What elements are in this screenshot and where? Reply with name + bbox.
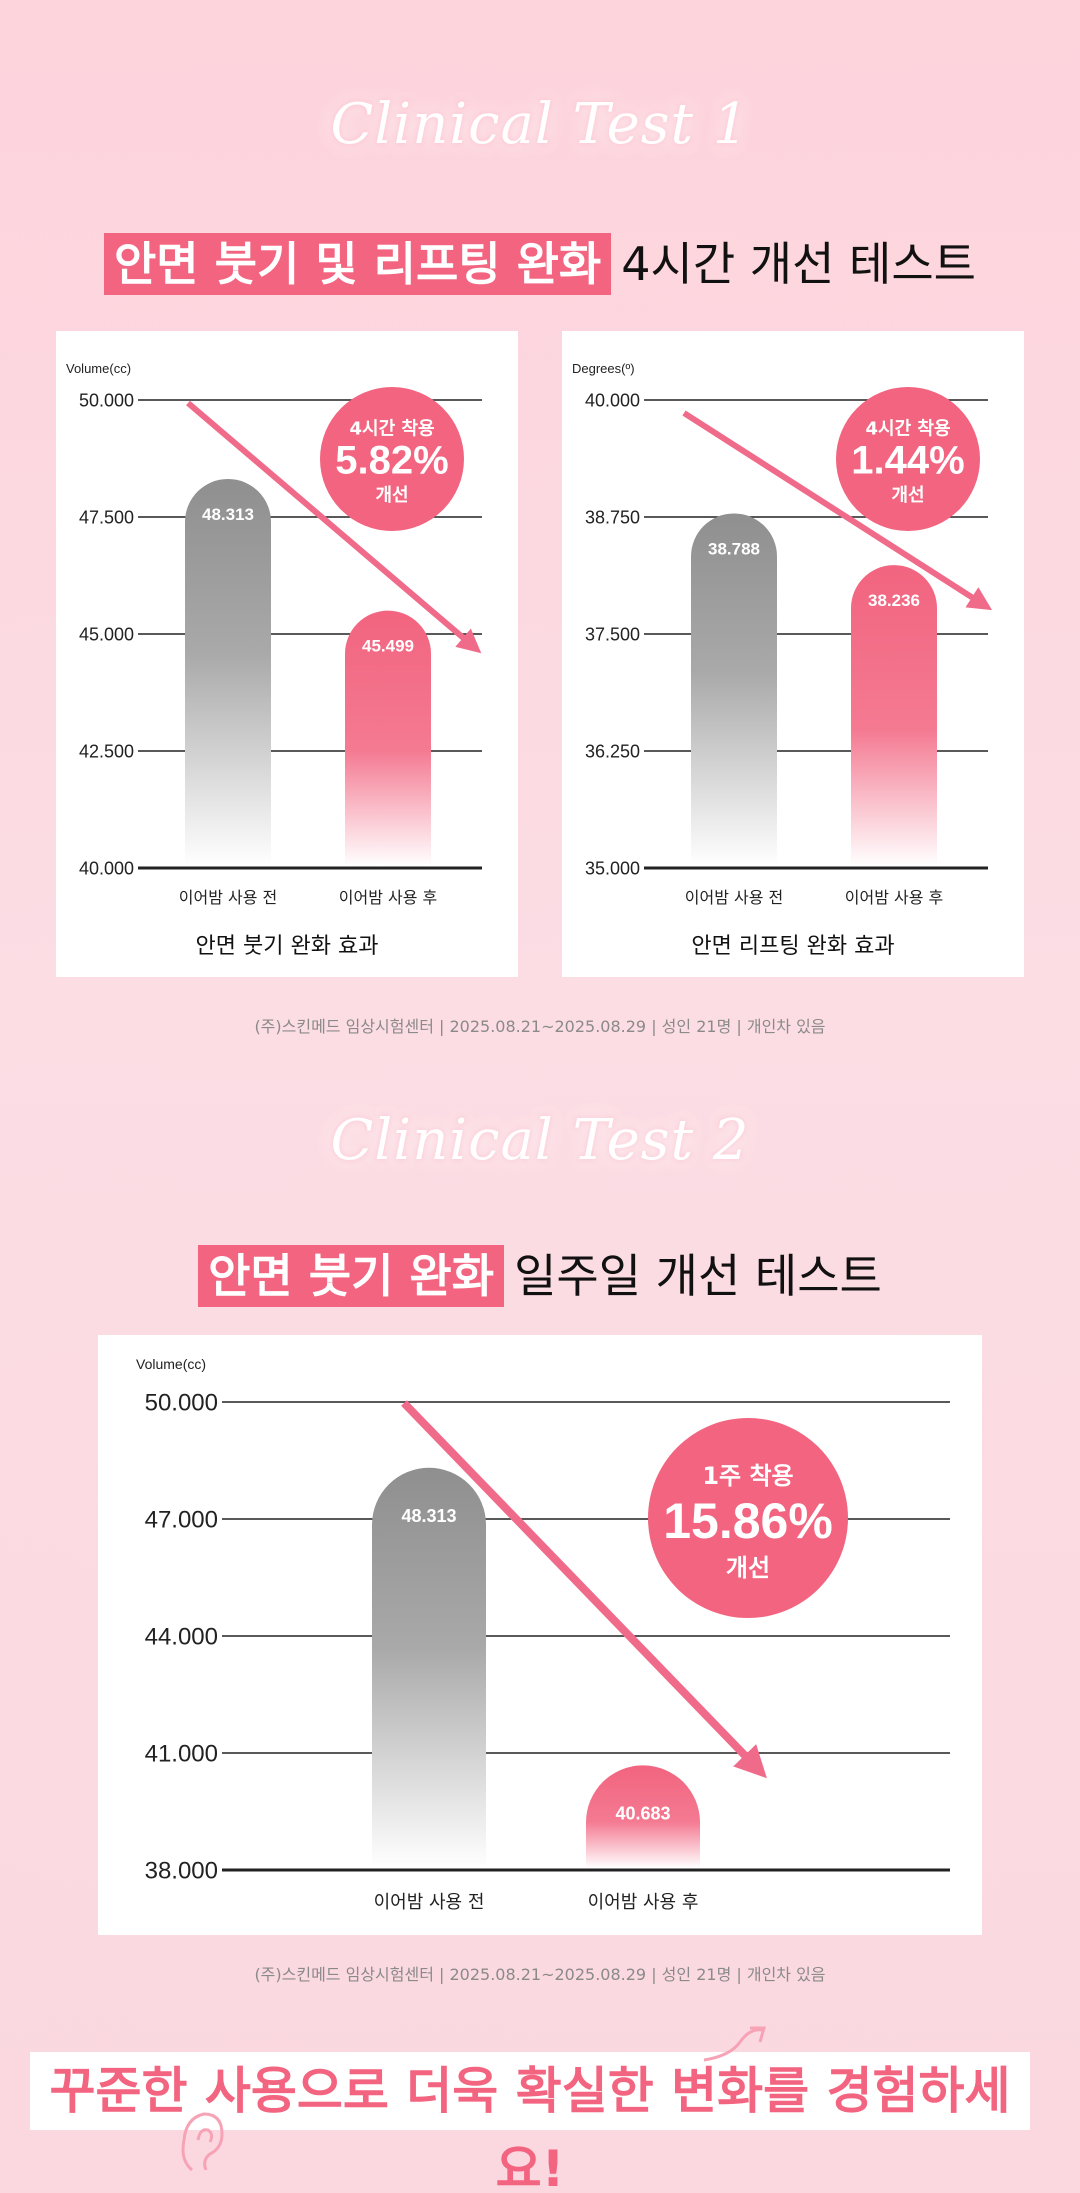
y-tick-label: 37.500 <box>585 624 640 644</box>
headline-2-highlight: 안면 붓기 완화 <box>198 1245 505 1307</box>
y-tick-label: 36.250 <box>585 741 640 761</box>
up-arrow-icon <box>703 2026 766 2062</box>
bar-after <box>586 1765 700 1868</box>
y-tick-label: 50.000 <box>145 1390 218 1417</box>
footnote-1: (주)스킨메드 임상시험센터 | 2025.08.21~2025.08.29 |… <box>254 1017 826 1036</box>
x-category-label: 이어밤 사용 후 <box>588 1892 699 1913</box>
chart-face-swelling: Volume(cc) 40.000 42.500 45.000 47.500 50.000… <box>56 331 518 977</box>
section-title-1: Clinical Test 1 <box>330 92 750 157</box>
badge-label: 개선 <box>891 485 924 506</box>
badge-percent: 1.44% <box>851 438 964 482</box>
unit-label: Volume(cc) <box>136 1356 206 1372</box>
ear-icon <box>181 2112 224 2172</box>
badge-label: 개선 <box>375 485 408 506</box>
x-category-label: 이어밤 사용 전 <box>685 888 784 907</box>
bar-after <box>851 565 937 866</box>
headline-2: 안면 붓기 완화 일주일 개선 테스트 <box>0 1240 1080 1307</box>
bar-before <box>372 1467 486 1868</box>
badge-duration: 1주 착용 <box>702 1462 793 1490</box>
y-tick-label: 47.500 <box>79 507 134 527</box>
chart-svg: Volume(cc) 38.000 41.000 44.000 47.000 50.000… <box>136 1356 950 1913</box>
chart-title: 안면 붓기 완화 효과 <box>196 934 379 959</box>
chart-weekly-swelling: Volume(cc) 38.000 41.000 44.000 47.000 50.000… <box>98 1335 982 1935</box>
section-title-2: Clinical Test 2 <box>330 1108 750 1173</box>
unit-label: Volume(cc) <box>66 361 131 376</box>
unit-label: Degrees(º) <box>572 361 635 376</box>
headline-1-rest: 4시간 개선 테스트 <box>621 237 977 291</box>
badge-duration: 4시간 착용 <box>349 419 434 440</box>
chart-svg: Degrees(º) 35.000 36.250 37.500 38.750 40.000… <box>572 361 993 959</box>
headline-2-rest: 일주일 개선 테스트 <box>514 1249 882 1303</box>
trend-arrow <box>401 1400 767 1779</box>
y-tick-label: 40.000 <box>79 858 134 878</box>
y-tick-label: 38.000 <box>145 1858 218 1885</box>
bar-before <box>185 478 271 866</box>
bar-value-label: 38.236 <box>868 591 920 610</box>
bar-value-label: 38.788 <box>708 539 760 558</box>
y-tick-label: 42.500 <box>79 741 134 761</box>
y-tick-label: 41.000 <box>145 1741 218 1768</box>
headline-1: 안면 붓기 및 리프팅 완화 4시간 개선 테스트 <box>0 228 1080 295</box>
y-tick-label: 47.000 <box>145 1507 218 1534</box>
bar-value-label: 45.499 <box>362 636 414 655</box>
chart-svg: Volume(cc) 40.000 42.500 45.000 47.500 50.000… <box>66 361 482 959</box>
x-category-label: 이어밤 사용 후 <box>845 888 944 907</box>
improvement-badge <box>320 387 464 531</box>
bar-before <box>691 513 777 866</box>
y-tick-label: 35.000 <box>585 858 640 878</box>
y-tick-label: 45.000 <box>79 624 134 644</box>
y-tick-label: 50.000 <box>79 390 134 410</box>
y-tick-label: 38.750 <box>585 507 640 527</box>
bar-value-label: 40.683 <box>615 1804 670 1824</box>
improvement-badge <box>648 1418 848 1618</box>
badge-label: 개선 <box>726 1554 770 1582</box>
badge-percent: 5.82% <box>335 438 448 482</box>
bar-value-label: 48.313 <box>401 1506 456 1526</box>
badge-duration: 4시간 착용 <box>865 419 950 440</box>
chart-face-lifting: Degrees(º) 35.000 36.250 37.500 38.750 40.000… <box>562 331 1024 977</box>
trend-arrow <box>682 410 993 611</box>
improvement-badge <box>836 387 980 531</box>
x-category-label: 이어밤 사용 전 <box>179 888 278 907</box>
chart-title: 안면 리프팅 완화 효과 <box>691 934 894 959</box>
x-category-label: 이어밤 사용 전 <box>374 1892 485 1913</box>
trend-arrow <box>186 400 482 654</box>
footnote-2: (주)스킨메드 임상시험센터 | 2025.08.21~2025.08.29 |… <box>254 1965 826 1984</box>
x-category-label: 이어밤 사용 후 <box>339 888 438 907</box>
bar-value-label: 48.313 <box>202 505 254 524</box>
bar-after <box>345 610 431 866</box>
y-tick-label: 44.000 <box>145 1624 218 1651</box>
y-tick-label: 40.000 <box>585 390 640 410</box>
badge-percent: 15.86% <box>663 1493 833 1549</box>
headline-1-highlight: 안면 붓기 및 리프팅 완화 <box>103 233 612 295</box>
